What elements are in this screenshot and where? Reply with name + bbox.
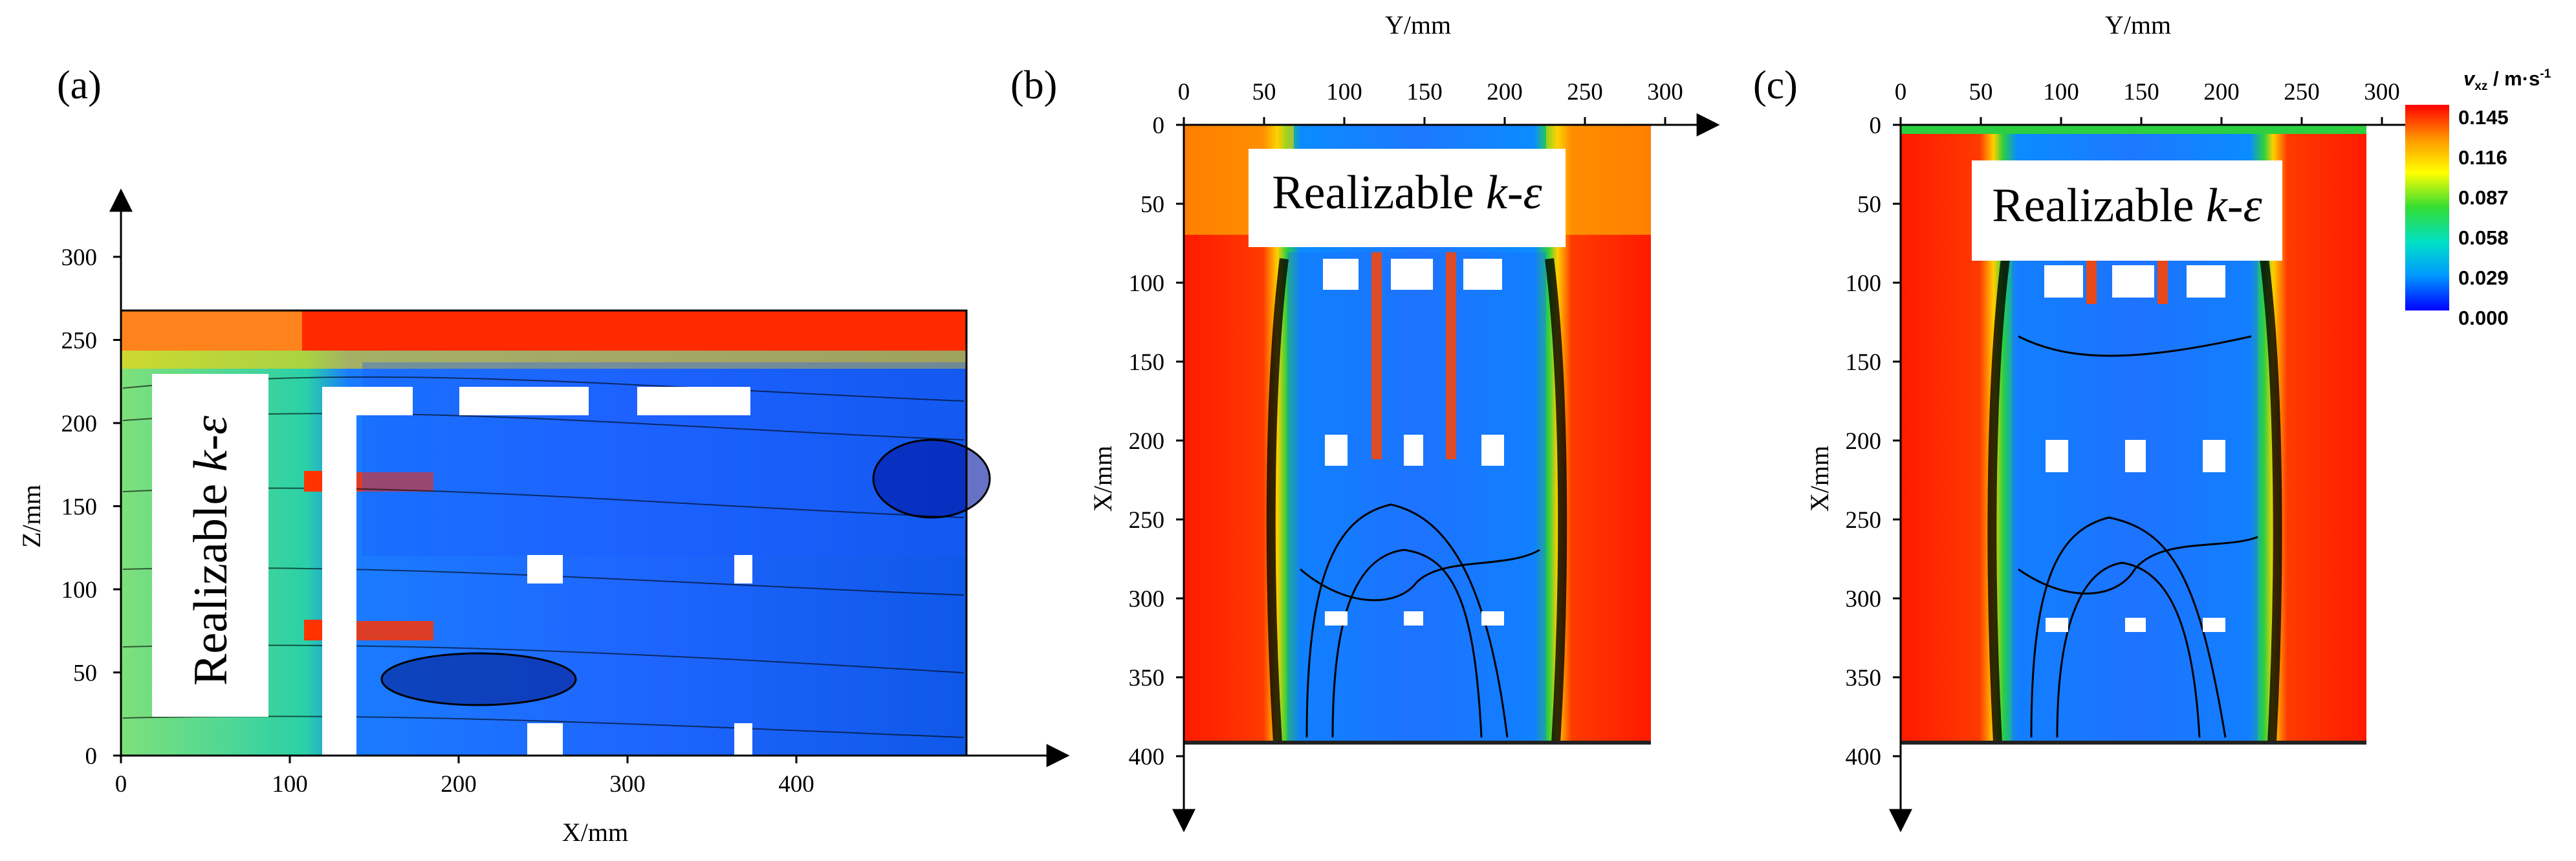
- y-tick-label: 250: [1846, 507, 1882, 534]
- panel-c-model-label: Realizable k-ε: [1972, 160, 2282, 261]
- y-tick-label: 300: [1846, 586, 1882, 613]
- y-tick-label: 200: [1846, 428, 1882, 455]
- x-tick-label: 100: [272, 771, 308, 798]
- y-tick-label: 350: [1846, 665, 1882, 692]
- y-tick-label: 150: [1846, 349, 1882, 376]
- x-tick-label: 200: [2203, 79, 2240, 105]
- y-tick-label: 50: [1141, 191, 1164, 218]
- svg-text:Realizable k-ε: Realizable k-ε: [184, 415, 237, 686]
- y-tick-label: 200: [1129, 428, 1165, 455]
- x-tick-label: 50: [1969, 79, 1993, 105]
- panel-a-model-label: Realizable k-ε: [152, 374, 268, 717]
- x-tick-label: 50: [1252, 79, 1276, 105]
- y-tick-label: 50: [1857, 191, 1881, 218]
- y-tick-label: 400: [1129, 744, 1165, 770]
- panel-c-x-ticks: 0 50 100 150 200 250 300: [1895, 79, 2400, 125]
- y-tick-label: 300: [1129, 586, 1165, 613]
- panel-a-x-ticks: 0 100 200 300 400: [115, 756, 814, 798]
- y-tick-label: 250: [61, 328, 98, 354]
- y-tick-label: 150: [1129, 349, 1165, 376]
- colorbar-tick-label: 0.116: [2458, 146, 2507, 169]
- y-tick-label: 250: [1129, 507, 1165, 534]
- panel-a-y-axis-label: Z/mm: [17, 485, 46, 548]
- x-tick-label: 300: [609, 771, 646, 798]
- x-tick-label: 0: [1895, 79, 1907, 105]
- x-tick-label: 0: [115, 771, 127, 798]
- x-tick-label: 300: [1647, 79, 1683, 105]
- x-tick-label: 400: [778, 771, 814, 798]
- panel-a-label: (a): [57, 63, 102, 107]
- x-tick-label: 200: [1487, 79, 1523, 105]
- x-tick-label: 150: [1406, 79, 1443, 105]
- panel-b-x-ticks: 0 50 100 150 200 250 300: [1178, 79, 1683, 125]
- y-tick-label: 300: [61, 245, 98, 271]
- x-tick-label: 300: [2364, 79, 2400, 105]
- colorbar-tick-label: 0.058: [2458, 226, 2509, 249]
- y-tick-label: 200: [61, 411, 98, 437]
- panel-a: (a): [17, 63, 1070, 847]
- y-tick-label: 150: [61, 494, 98, 521]
- colorbar-tick-label: 0.087: [2458, 186, 2509, 209]
- svg-text:Realizable k-ε: Realizable k-ε: [1992, 179, 2262, 232]
- panel-b-x-axis-label: Y/mm: [1385, 10, 1451, 39]
- panel-b-axes: 0 50 100 150 200 250 300 0 50 100 150 200 250 300 350…: [1088, 10, 1720, 833]
- colorbar-ticks: 0.145 0.116 0.087 0.058 0.029 0.000: [2458, 106, 2509, 329]
- panel-c-label: (c): [1753, 63, 1798, 107]
- colorbar-tick-label: 0.000: [2458, 307, 2509, 329]
- x-tick-label: 100: [1326, 79, 1362, 105]
- x-tick-label: 0: [1178, 79, 1190, 105]
- y-tick-label: 100: [1129, 270, 1165, 297]
- panel-c-axes: 0 50 100 150 200 250 300 0 50 100 150 200 250 300 350…: [1805, 10, 2438, 833]
- colorbar-tick-label: 0.029: [2458, 267, 2509, 289]
- x-tick-label: 100: [2043, 79, 2079, 105]
- panel-c: (c): [1753, 10, 2438, 833]
- y-tick-label: 350: [1129, 665, 1165, 692]
- panel-a-y-ticks: 0 50 100 150 200 250 300: [61, 245, 121, 770]
- x-tick-label: 200: [441, 771, 477, 798]
- y-tick-label: 100: [61, 577, 98, 604]
- panel-b: (b): [1010, 10, 1720, 833]
- panel-a-obstacles: [322, 387, 752, 756]
- panel-b-model-label: Realizable k-ε: [1249, 149, 1566, 247]
- y-tick-label: 50: [73, 660, 97, 687]
- colorbar-tick-label: 0.145: [2458, 106, 2509, 129]
- panel-c-y-axis-label: X/mm: [1805, 446, 1834, 512]
- colorbar-gradient: [2405, 105, 2449, 311]
- y-tick-label: 400: [1846, 744, 1882, 770]
- panel-b-y-ticks: 0 50 100 150 200 250 300 350 400: [1129, 113, 1184, 770]
- x-tick-label: 150: [2123, 79, 2159, 105]
- y-tick-label: 100: [1846, 270, 1882, 297]
- panel-a-x-axis-label: X/mm: [562, 818, 628, 847]
- svg-text:Realizable k-ε: Realizable k-ε: [1272, 166, 1542, 219]
- panel-b-obstacles: [1323, 259, 1504, 626]
- x-tick-label: 250: [2284, 79, 2320, 105]
- y-tick-label: 0: [1153, 113, 1165, 139]
- colorbar-title: vxz / m·s-1: [2463, 67, 2551, 93]
- y-tick-label: 0: [1870, 113, 1882, 139]
- panel-c-obstacles: [2044, 265, 2225, 632]
- panel-a-axes: 0 100 200 300 400 0 50 100 150 200 250 300 X/mm Z/…: [17, 188, 1070, 847]
- x-tick-label: 250: [1567, 79, 1603, 105]
- panel-c-x-axis-label: Y/mm: [2105, 10, 2171, 39]
- y-tick-label: 0: [85, 743, 98, 770]
- panel-c-y-ticks: 0 50 100 150 200 250 300 350 400: [1846, 113, 1901, 770]
- colorbar: vxz / m·s-1 0.145 0.116 0.087 0.058 0.029 0.0…: [2405, 67, 2551, 329]
- panel-b-y-axis-label: X/mm: [1088, 446, 1117, 512]
- panel-b-label: (b): [1010, 63, 1057, 107]
